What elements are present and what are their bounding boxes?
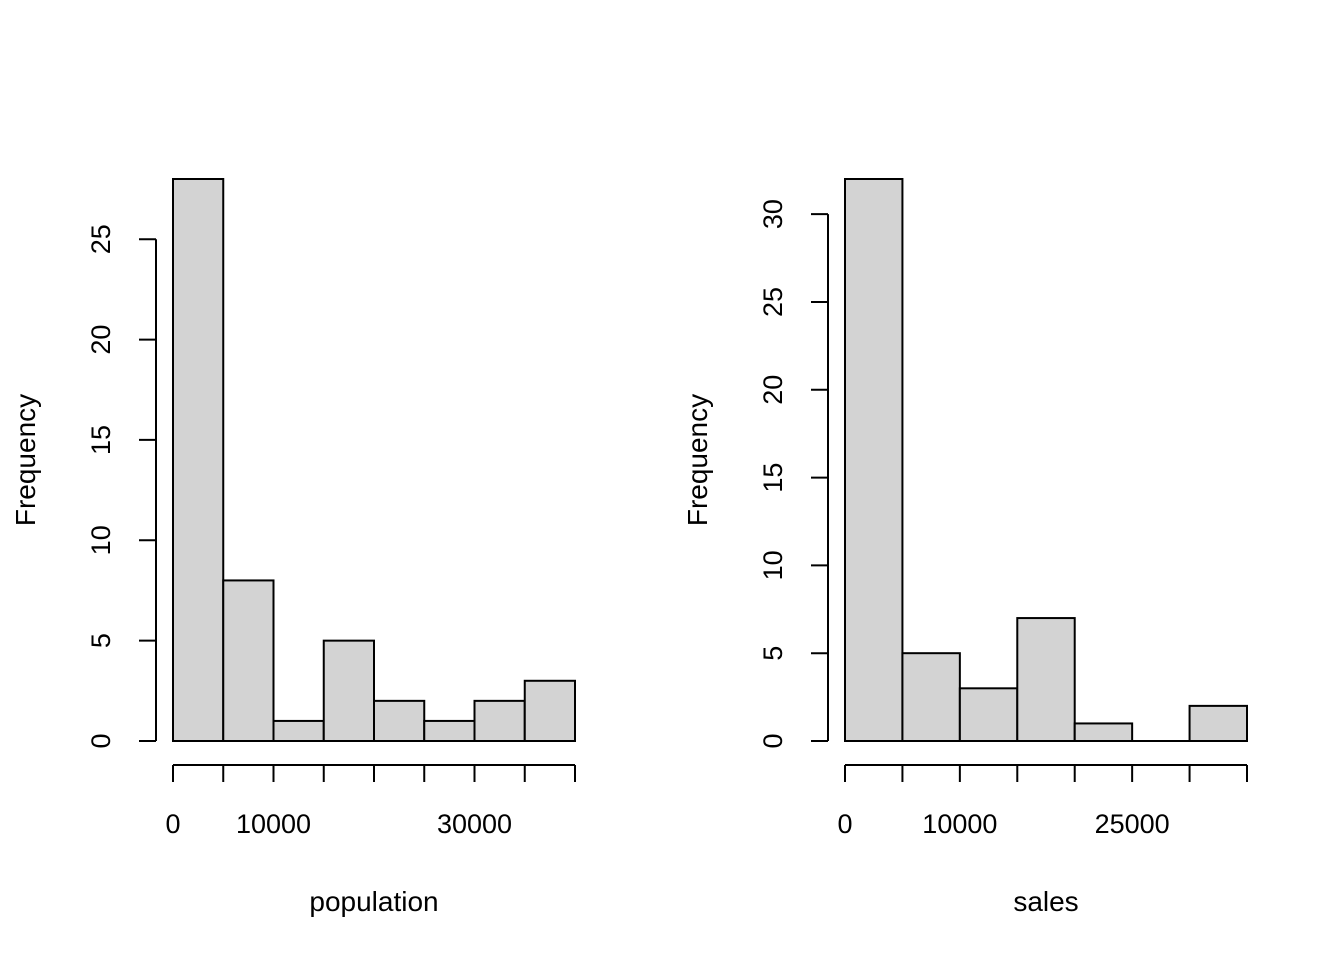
histogram-bar: [523, 679, 576, 742]
histogram-bar: [322, 639, 375, 743]
y-axis-title: Frequency: [682, 394, 713, 526]
y-tick-label: 10: [758, 550, 788, 580]
histogram-bar: [958, 687, 1019, 742]
sales-histogram: 0 5 10 15 20 25 30 0 10000 25000 sales Frequency: [682, 178, 1248, 917]
histogram-bar: [423, 719, 476, 743]
histogram-bar: [272, 719, 325, 743]
population-histogram: 0 5 10 15 20 25 0 10000 30000 population Frequency: [10, 178, 576, 917]
histogram-bar: [222, 579, 275, 743]
histogram-bar: [373, 699, 426, 742]
x-tick-label: 30000: [437, 809, 512, 839]
histogram-bar: [1073, 722, 1134, 742]
x-tick-label: 0: [837, 809, 852, 839]
x-tick-label: 10000: [922, 809, 997, 839]
x-axis-title: population: [309, 886, 438, 917]
y-axis-title: Frequency: [10, 394, 41, 526]
y-tick-label: 0: [758, 733, 788, 748]
histogram-bar: [473, 699, 526, 742]
histogram-bar: [1188, 704, 1248, 742]
y-tick-label: 20: [758, 375, 788, 405]
y-tick-label: 0: [86, 733, 116, 748]
y-tick-label: 5: [86, 633, 116, 648]
histogram-bar: [901, 652, 961, 742]
y-tick-label: 15: [758, 463, 788, 493]
histogram-bar: [1016, 617, 1076, 742]
x-tick-label: 0: [165, 809, 180, 839]
y-tick-label: 5: [758, 646, 788, 661]
y-tick-label: 30: [758, 199, 788, 229]
histogram-bar: [844, 178, 904, 742]
histogram-bar: [172, 178, 225, 742]
y-tick-label: 25: [758, 287, 788, 317]
x-tick-label: 25000: [1095, 809, 1170, 839]
y-tick-label: 25: [86, 224, 116, 254]
x-axis-title: sales: [1013, 886, 1078, 917]
y-tick-label: 20: [86, 325, 116, 355]
y-tick-label: 10: [86, 525, 116, 555]
x-tick-label: 10000: [236, 809, 311, 839]
y-tick-label: 15: [86, 425, 116, 455]
